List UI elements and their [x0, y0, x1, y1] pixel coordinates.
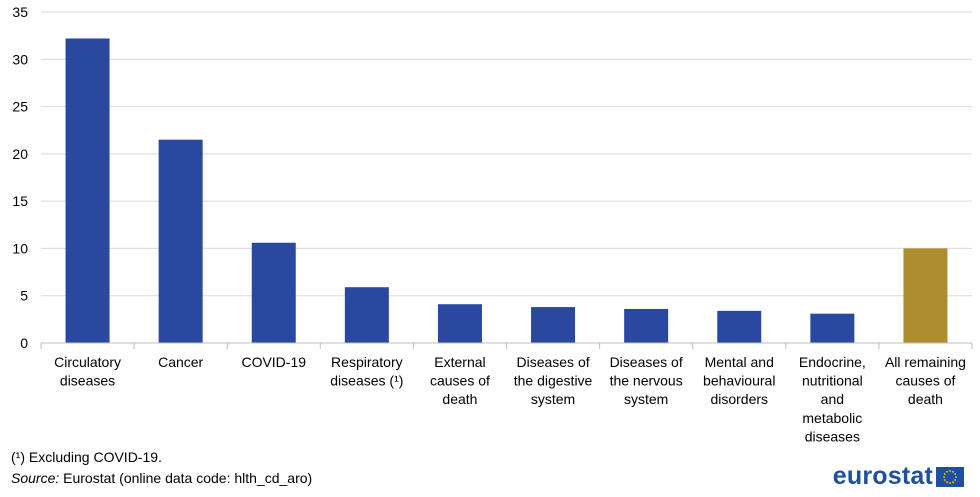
- x-category-label: COVID-19: [241, 354, 306, 370]
- x-category-label: Diseases of the nervous system: [610, 354, 683, 407]
- source-line: Source: Eurostat (online data code: hlth…: [11, 469, 312, 487]
- x-axis-category-labels: Circulatory diseases Cancer COVID-19 Respira…: [54, 354, 966, 444]
- x-category-label: Cancer: [158, 354, 203, 370]
- x-category-label: Mental and behavioural disorders: [703, 354, 775, 407]
- bars: [65, 38, 948, 343]
- y-axis-tick-labels: 0 5 10 15 20 25 30 35: [12, 4, 28, 351]
- bar: [65, 38, 110, 343]
- y-tick-label: 35: [12, 4, 28, 20]
- bar-chart: 0 5 10 15 20 25 30 35 Circulatory diseases Cancer…: [12, 4, 973, 444]
- x-category-label: Endocrine, nutritional and metabolic disease…: [799, 354, 866, 444]
- y-tick-label: 10: [12, 240, 28, 256]
- bar: [344, 287, 389, 343]
- y-tick-label: 20: [12, 146, 28, 162]
- bar: [717, 310, 762, 343]
- eurostat-wordmark: eurostat: [832, 462, 933, 490]
- bar: [158, 139, 203, 343]
- x-category-label: All remaining causes of death: [885, 354, 966, 407]
- bar: [624, 308, 669, 343]
- bar: [531, 307, 576, 343]
- eu-flag-icon: [936, 466, 964, 487]
- y-tick-label: 30: [12, 51, 28, 67]
- y-tick-label: 25: [12, 99, 28, 115]
- footnote-text: (¹) Excluding COVID-19.: [11, 449, 162, 465]
- x-category-label: External causes of death: [430, 354, 490, 407]
- x-category-label: Diseases of the digestive system: [514, 354, 593, 407]
- eurostat-logo: eurostat: [833, 462, 964, 491]
- bar: [810, 313, 855, 343]
- x-category-label: Respiratory diseases (¹): [330, 354, 403, 389]
- x-category-label: Circulatory diseases: [54, 354, 121, 389]
- source-label: Source:: [11, 470, 60, 486]
- bar: [903, 248, 948, 343]
- y-tick-label: 5: [20, 288, 28, 304]
- y-tick-label: 15: [12, 193, 28, 209]
- y-tick-label: 0: [20, 335, 28, 351]
- bar: [437, 304, 482, 343]
- source-text: Eurostat (online data code: hlth_cd_aro): [59, 470, 313, 486]
- bar: [251, 242, 296, 343]
